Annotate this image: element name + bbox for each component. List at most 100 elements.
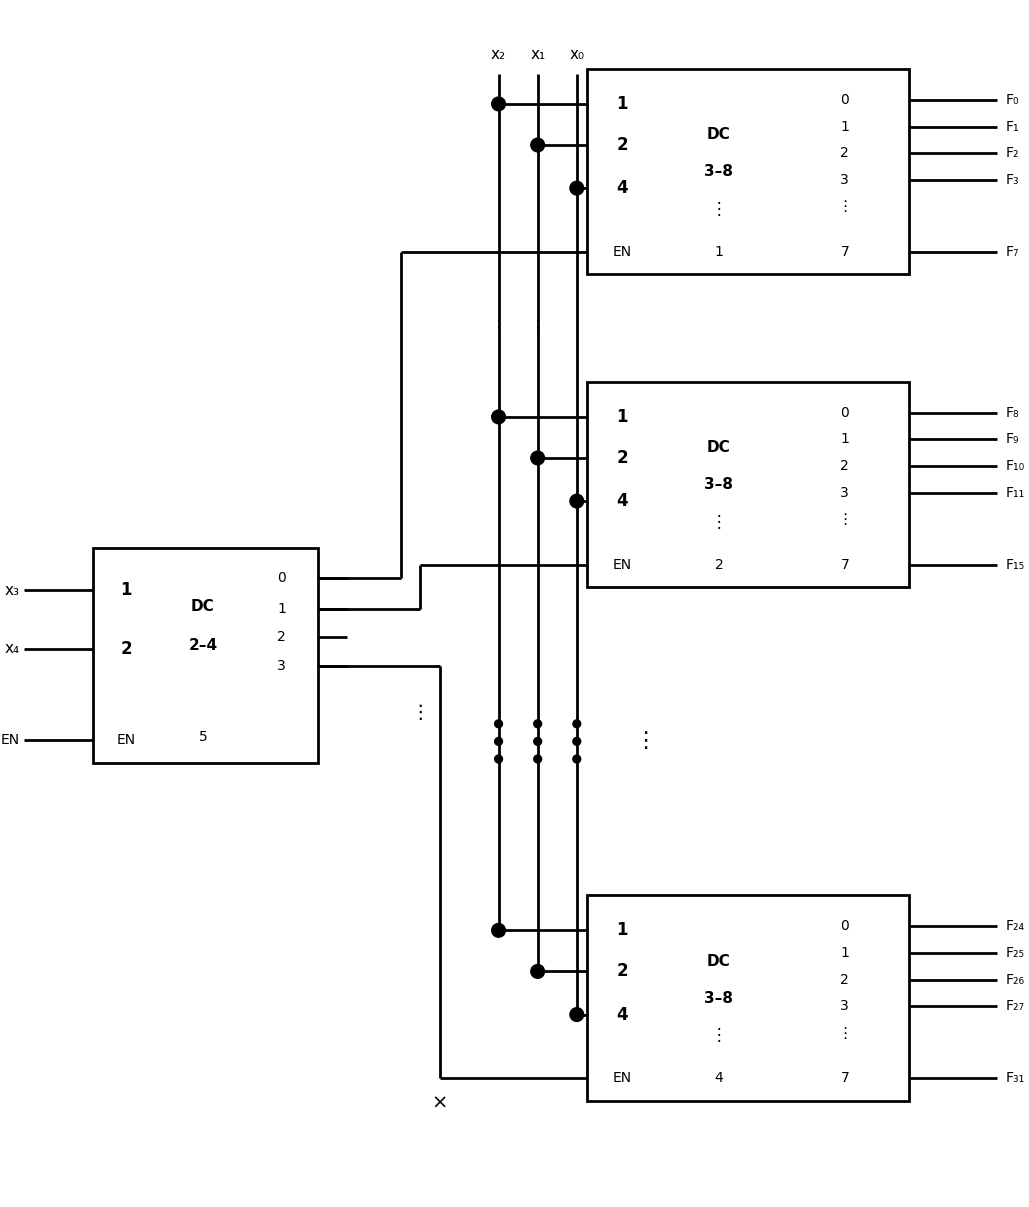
Text: ⋮: ⋮ <box>711 513 728 531</box>
Circle shape <box>534 756 541 763</box>
Circle shape <box>531 138 544 152</box>
Text: 5: 5 <box>199 730 207 744</box>
Text: 2: 2 <box>616 449 628 467</box>
Text: ×: × <box>432 1094 448 1112</box>
Text: F₂₆: F₂₆ <box>1005 973 1024 986</box>
Text: x₃: x₃ <box>4 583 20 597</box>
Text: 2: 2 <box>841 973 849 986</box>
Circle shape <box>495 756 502 763</box>
Circle shape <box>570 1008 583 1021</box>
Text: 1: 1 <box>616 408 628 426</box>
Text: 7: 7 <box>841 558 849 572</box>
Text: F₈: F₈ <box>1005 406 1019 420</box>
Text: ⋮: ⋮ <box>838 1026 852 1040</box>
Text: 3: 3 <box>841 173 849 187</box>
Text: 2: 2 <box>616 136 628 154</box>
Circle shape <box>534 719 541 728</box>
Text: 1: 1 <box>616 95 628 113</box>
Text: DC: DC <box>191 600 215 614</box>
Circle shape <box>573 756 580 763</box>
Text: DC: DC <box>707 954 731 969</box>
Text: DC: DC <box>707 441 731 455</box>
Circle shape <box>495 737 502 745</box>
Text: 3–8: 3–8 <box>705 991 734 1005</box>
Text: 2: 2 <box>714 558 723 572</box>
Circle shape <box>534 737 541 745</box>
Circle shape <box>492 97 505 111</box>
Text: 1: 1 <box>277 601 286 616</box>
Circle shape <box>495 719 502 728</box>
Text: ⋮: ⋮ <box>711 199 728 217</box>
Text: 7: 7 <box>841 1072 849 1085</box>
Text: x₄: x₄ <box>4 641 20 657</box>
Text: EN: EN <box>0 733 20 747</box>
Text: 4: 4 <box>714 1072 723 1085</box>
Text: 1: 1 <box>714 245 723 258</box>
Text: 2: 2 <box>120 640 133 658</box>
Text: ⋮: ⋮ <box>529 319 546 337</box>
Text: 3: 3 <box>277 659 286 672</box>
Text: 0: 0 <box>841 920 849 933</box>
Text: ⋮: ⋮ <box>711 1026 728 1044</box>
Text: 2: 2 <box>841 146 849 161</box>
Text: 0: 0 <box>841 93 849 106</box>
Text: 1: 1 <box>616 921 628 939</box>
Text: F₉: F₉ <box>1005 432 1019 447</box>
Text: 1: 1 <box>120 582 132 599</box>
Text: x₂: x₂ <box>491 47 506 62</box>
Text: 4: 4 <box>616 492 628 511</box>
Text: x₀: x₀ <box>569 47 584 62</box>
Text: 3: 3 <box>841 486 849 500</box>
Text: EN: EN <box>117 733 136 747</box>
Text: F₂₅: F₂₅ <box>1005 946 1024 960</box>
Text: F₁: F₁ <box>1005 119 1019 134</box>
Text: ⋮: ⋮ <box>838 512 852 527</box>
Text: 3–8: 3–8 <box>705 164 734 179</box>
Text: F₁₅: F₁₅ <box>1005 558 1024 572</box>
Text: 3–8: 3–8 <box>705 477 734 492</box>
Bar <box>587 896 910 1101</box>
Text: F₂₇: F₂₇ <box>1005 999 1024 1014</box>
Text: F₂: F₂ <box>1005 146 1019 161</box>
Circle shape <box>570 494 583 508</box>
Text: 1: 1 <box>841 119 849 134</box>
Text: 0: 0 <box>277 571 286 585</box>
Bar <box>587 69 910 274</box>
Text: F₀: F₀ <box>1005 93 1019 106</box>
Text: ⋮: ⋮ <box>490 319 507 337</box>
Text: ⋮: ⋮ <box>838 199 852 214</box>
Text: 2: 2 <box>616 962 628 980</box>
Text: 3: 3 <box>841 999 849 1014</box>
Text: 4: 4 <box>616 1005 628 1024</box>
Text: F₁₁: F₁₁ <box>1005 486 1025 500</box>
Text: 0: 0 <box>841 406 849 420</box>
Circle shape <box>531 451 544 465</box>
Text: EN: EN <box>612 1072 632 1085</box>
Text: DC: DC <box>707 127 731 142</box>
Text: F₃₁: F₃₁ <box>1005 1072 1025 1085</box>
Text: F₃: F₃ <box>1005 173 1019 187</box>
Circle shape <box>573 719 580 728</box>
Bar <box>93 548 318 763</box>
Circle shape <box>492 410 505 424</box>
Text: 4: 4 <box>616 179 628 197</box>
Circle shape <box>573 737 580 745</box>
Text: F₇: F₇ <box>1005 245 1019 258</box>
Text: 1: 1 <box>841 946 849 960</box>
Circle shape <box>570 181 583 196</box>
Text: F₁₀: F₁₀ <box>1005 459 1024 473</box>
Circle shape <box>531 964 544 979</box>
Text: F₂₄: F₂₄ <box>1005 920 1024 933</box>
Text: 2: 2 <box>841 459 849 473</box>
Bar <box>587 381 910 588</box>
Text: 2: 2 <box>277 630 286 645</box>
Text: EN: EN <box>612 558 632 572</box>
Text: x₁: x₁ <box>530 47 545 62</box>
Text: 2–4: 2–4 <box>188 639 217 653</box>
Text: ⋮: ⋮ <box>634 731 657 752</box>
Text: 1: 1 <box>841 432 849 447</box>
Text: EN: EN <box>612 245 632 258</box>
Text: ⋮: ⋮ <box>411 702 430 722</box>
Circle shape <box>492 923 505 937</box>
Text: 7: 7 <box>841 245 849 258</box>
